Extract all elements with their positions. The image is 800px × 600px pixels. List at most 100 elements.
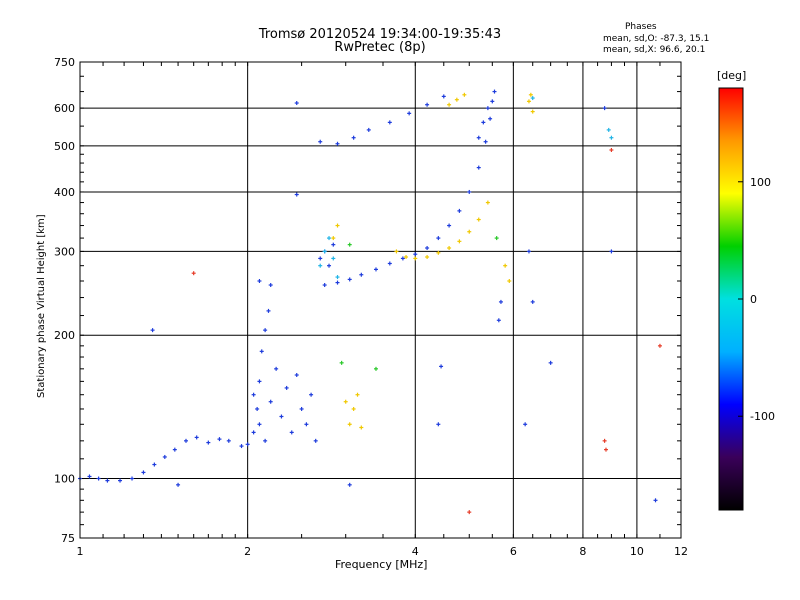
data-point bbox=[526, 249, 531, 254]
x-tick-label: 8 bbox=[579, 545, 586, 558]
data-point bbox=[436, 250, 441, 255]
data-point bbox=[366, 127, 371, 132]
data-point bbox=[343, 399, 348, 404]
data-point bbox=[494, 236, 499, 241]
data-point bbox=[351, 135, 356, 140]
data-point bbox=[266, 308, 271, 313]
plot-frame bbox=[79, 61, 682, 539]
data-point bbox=[318, 139, 323, 144]
data-point bbox=[523, 422, 528, 427]
y-tick-label: 750 bbox=[54, 56, 75, 69]
data-point bbox=[226, 438, 231, 443]
data-point bbox=[492, 89, 497, 94]
data-point bbox=[425, 255, 430, 260]
data-point bbox=[483, 139, 488, 144]
data-point bbox=[318, 256, 323, 261]
data-point bbox=[251, 392, 256, 397]
data-point bbox=[373, 366, 378, 371]
data-point bbox=[274, 366, 279, 371]
data-point bbox=[322, 249, 327, 254]
data-point bbox=[488, 116, 493, 121]
data-point bbox=[413, 252, 418, 257]
data-point bbox=[318, 263, 323, 268]
data-point bbox=[245, 442, 250, 447]
x-tick-label: 10 bbox=[630, 545, 644, 558]
data-point bbox=[87, 474, 92, 479]
data-point bbox=[447, 223, 452, 228]
data-point bbox=[526, 99, 531, 104]
data-point bbox=[331, 236, 336, 241]
data-point bbox=[530, 109, 535, 114]
data-point bbox=[183, 438, 188, 443]
y-tick-label: 300 bbox=[54, 245, 75, 258]
data-point bbox=[603, 447, 608, 452]
data-point bbox=[263, 328, 268, 333]
x-tick-label: 6 bbox=[510, 545, 517, 558]
data-point bbox=[255, 406, 260, 411]
y-tick-label: 500 bbox=[54, 140, 75, 153]
data-point bbox=[294, 192, 299, 197]
data-point bbox=[279, 414, 284, 419]
data-point bbox=[373, 267, 378, 272]
data-point bbox=[299, 406, 304, 411]
data-point bbox=[507, 279, 512, 284]
data-point bbox=[436, 422, 441, 427]
data-point bbox=[327, 263, 332, 268]
data-point bbox=[425, 102, 430, 107]
data-point bbox=[447, 246, 452, 251]
data-point bbox=[327, 236, 332, 241]
data-point bbox=[335, 280, 340, 285]
data-point bbox=[476, 165, 481, 170]
data-point bbox=[602, 438, 607, 443]
data-point bbox=[530, 96, 535, 101]
data-point bbox=[548, 360, 553, 365]
data-point bbox=[387, 120, 392, 125]
data-point bbox=[425, 246, 430, 251]
data-point bbox=[476, 217, 481, 222]
colorbar-label: [deg] bbox=[717, 69, 747, 82]
chart-subtitle: RwPretec (8p) bbox=[334, 40, 426, 55]
data-point bbox=[609, 147, 614, 152]
y-tick-label: 400 bbox=[54, 186, 75, 199]
data-point bbox=[191, 271, 196, 276]
data-point bbox=[217, 437, 222, 442]
data-point bbox=[289, 430, 294, 435]
data-point bbox=[606, 127, 611, 132]
data-point bbox=[400, 256, 405, 261]
y-axis-label: Stationary phase Virtual Height [km] bbox=[36, 214, 47, 398]
data-point bbox=[387, 261, 392, 266]
data-point bbox=[436, 236, 441, 241]
stats-box-title: Phases bbox=[625, 22, 657, 32]
data-point bbox=[259, 349, 264, 354]
data-point bbox=[503, 263, 508, 268]
data-point bbox=[355, 392, 360, 397]
data-point bbox=[457, 208, 462, 213]
data-point bbox=[335, 223, 340, 228]
y-tick-label: 200 bbox=[54, 329, 75, 342]
chart-title: Tromsø 20120524 19:34:00-19:35:43 bbox=[258, 27, 502, 42]
data-point bbox=[105, 478, 110, 483]
data-point bbox=[347, 422, 352, 427]
data-point bbox=[530, 299, 535, 304]
colorbar-tick-label: -100 bbox=[750, 410, 775, 423]
data-point bbox=[309, 392, 314, 397]
data-point bbox=[476, 135, 481, 140]
data-point bbox=[407, 111, 412, 116]
data-point bbox=[467, 229, 472, 234]
data-point bbox=[467, 189, 472, 194]
data-point bbox=[496, 318, 501, 323]
data-point bbox=[172, 447, 177, 452]
data-point bbox=[657, 343, 662, 348]
data-point bbox=[490, 99, 495, 104]
data-points-layer bbox=[78, 89, 662, 515]
data-point bbox=[294, 373, 299, 378]
data-point bbox=[251, 430, 256, 435]
data-point bbox=[294, 101, 299, 106]
x-tick-label: 12 bbox=[674, 545, 688, 558]
data-point bbox=[194, 435, 199, 440]
data-point bbox=[347, 242, 352, 247]
data-point bbox=[359, 272, 364, 277]
data-point bbox=[467, 510, 472, 515]
y-tick-label: 600 bbox=[54, 102, 75, 115]
